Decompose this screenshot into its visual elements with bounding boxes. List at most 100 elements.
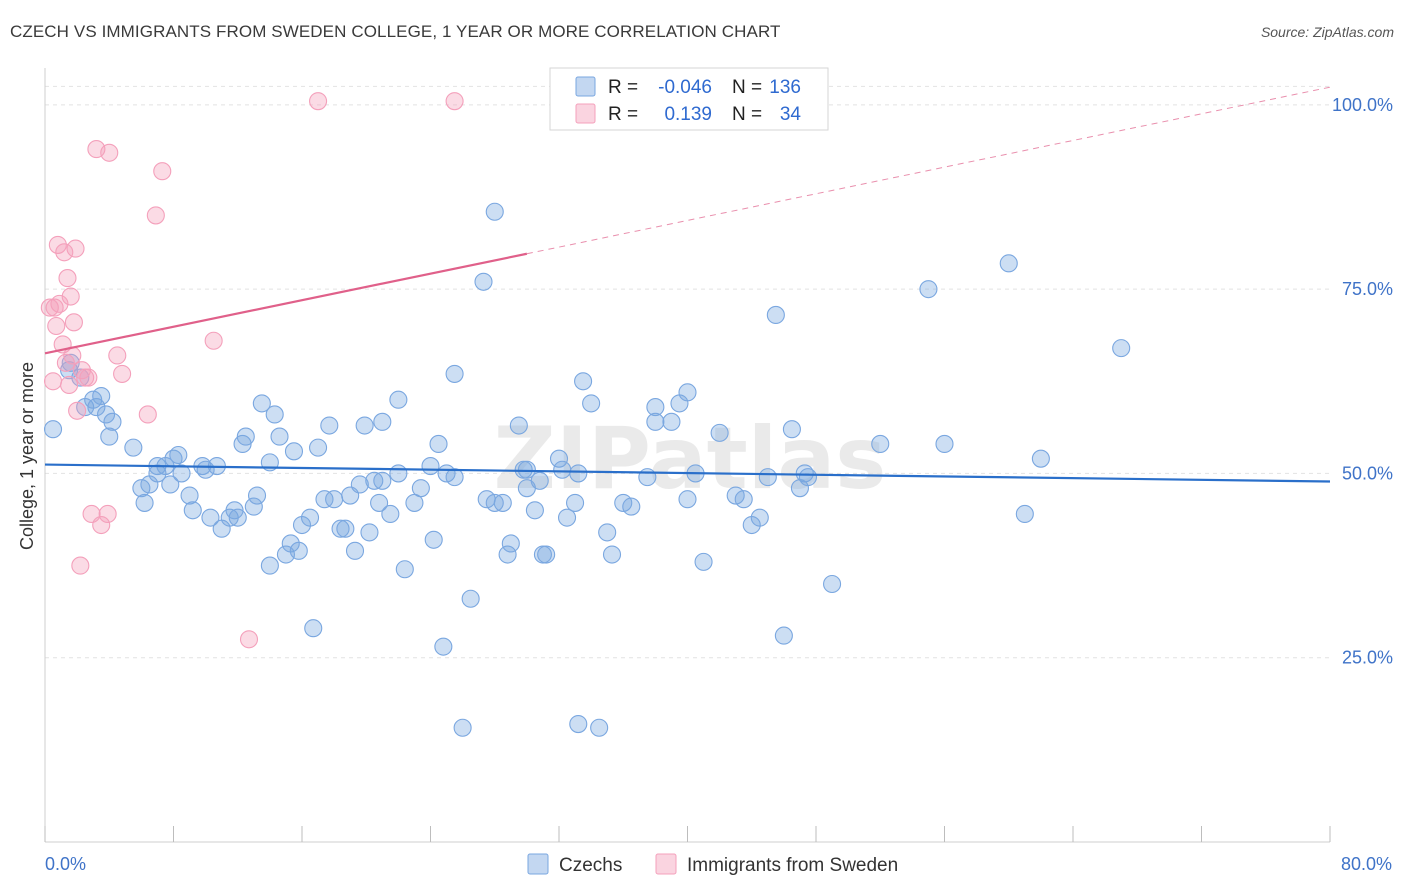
- czechs-point: [373, 471, 392, 490]
- czechs-point: [678, 490, 697, 509]
- watermark: ZIPatlas: [494, 409, 887, 509]
- series-immigrants-from-sweden: [40, 92, 464, 649]
- czechs-point: [252, 394, 271, 413]
- czechs-point: [445, 364, 464, 383]
- legend-swatch-sweden-bottom: [655, 853, 677, 875]
- czechs-point: [598, 523, 617, 542]
- trend-line-czechs: [44, 463, 1331, 483]
- czechs-point: [244, 497, 263, 516]
- czechs-point: [935, 434, 954, 453]
- legend-r-value-sweden: 0.139: [664, 104, 712, 125]
- legend-label-czechs: Czechs: [559, 855, 622, 876]
- czechs-point: [201, 508, 220, 527]
- czechs-point: [525, 501, 544, 520]
- czechs-point: [537, 545, 556, 564]
- czechs-point: [389, 464, 408, 483]
- czechs-point: [96, 405, 116, 424]
- czechs-point: [87, 398, 106, 417]
- stats-legend: R = -0.046 N = 136 R = 0.139 N = 34: [549, 67, 829, 131]
- sweden-point: [98, 504, 117, 524]
- stats-legend-box: [549, 67, 829, 131]
- czechs-point: [196, 460, 215, 479]
- trend-line-sweden: [44, 252, 528, 355]
- czechs-point: [180, 486, 199, 505]
- sweden-point: [43, 372, 63, 391]
- czechs-point: [381, 504, 400, 524]
- czechs-point: [569, 715, 588, 734]
- sweden-point: [100, 143, 119, 162]
- sweden-point: [48, 235, 67, 254]
- sweden-point: [79, 368, 98, 387]
- czechs-point: [574, 372, 593, 391]
- sweden-point: [60, 375, 79, 395]
- czechs-point: [183, 501, 202, 520]
- legend-n-label-czechs: N =: [732, 77, 762, 98]
- czechs-point: [638, 468, 657, 487]
- czechs-point: [582, 394, 601, 413]
- legend-n-value-sweden: 34: [780, 104, 802, 125]
- y-tick-label: 50.0%: [1342, 463, 1393, 483]
- czechs-point: [265, 405, 284, 424]
- czechs-point: [517, 460, 536, 479]
- sweden-point: [239, 630, 259, 649]
- czechs-point: [750, 508, 769, 527]
- czechs-point: [485, 493, 504, 512]
- legend-label-sweden: Immigrants from Sweden: [687, 855, 898, 876]
- czechs-point: [662, 412, 681, 431]
- y-tick-label: 100.0%: [1332, 95, 1393, 115]
- czechs-point: [798, 468, 818, 487]
- sweden-point: [108, 346, 127, 365]
- x-tick-label-min: 0.0%: [45, 854, 86, 874]
- czechs-point: [389, 390, 408, 409]
- czechs-point: [758, 468, 777, 487]
- source-credit: Source: ZipAtlas.com: [1260, 24, 1394, 40]
- czechs-point: [501, 534, 520, 553]
- y-tick-label: 25.0%: [1342, 648, 1393, 668]
- sweden-point: [138, 405, 157, 424]
- sweden-point: [92, 515, 111, 535]
- czechs-point: [350, 475, 369, 494]
- sweden-point: [146, 206, 165, 225]
- czechs-point: [289, 541, 308, 560]
- czechs-point: [919, 280, 938, 299]
- czechs-point: [774, 626, 793, 645]
- sweden-point: [68, 401, 87, 420]
- czechs-point: [315, 490, 334, 509]
- czechs-point: [320, 416, 339, 435]
- czechs-point: [678, 383, 697, 402]
- sweden-point: [445, 92, 464, 111]
- czechs-point: [453, 718, 472, 737]
- sweden-point: [71, 556, 90, 575]
- sweden-point: [61, 287, 80, 306]
- czechs-point: [530, 471, 549, 490]
- czechs-point: [1031, 449, 1050, 468]
- czechs-point: [284, 442, 304, 461]
- legend-r-value-czechs: -0.046: [658, 77, 712, 98]
- legend-r-label-czechs: R =: [608, 77, 638, 98]
- czechs-point: [434, 637, 453, 656]
- czechs-point: [782, 420, 801, 439]
- czechs-point: [411, 479, 430, 498]
- czechs-point: [429, 434, 448, 453]
- czechs-point: [445, 468, 464, 487]
- sweden-point: [66, 239, 85, 258]
- czechs-point: [304, 619, 323, 638]
- czechs-point: [566, 493, 585, 512]
- y-tick-label: 75.0%: [1342, 279, 1393, 299]
- czechs-point: [766, 305, 785, 324]
- czechs-point: [602, 545, 622, 564]
- czechs-point: [92, 386, 111, 406]
- czechs-point: [549, 449, 569, 468]
- czechs-point: [61, 353, 80, 372]
- sweden-point: [56, 353, 75, 372]
- czechs-point: [1112, 339, 1131, 358]
- trend-lines: [44, 86, 1331, 483]
- y-tick-labels: 100.0% 75.0% 50.0% 25.0%: [1332, 95, 1393, 668]
- czechs-point: [694, 552, 713, 571]
- sweden-point: [58, 269, 77, 288]
- sweden-point: [113, 364, 132, 383]
- x-tick-label-max: 80.0%: [1341, 854, 1392, 874]
- series-legend: Czechs Immigrants from Sweden: [527, 853, 898, 876]
- czechs-point: [622, 497, 641, 516]
- czechs-point: [498, 545, 517, 564]
